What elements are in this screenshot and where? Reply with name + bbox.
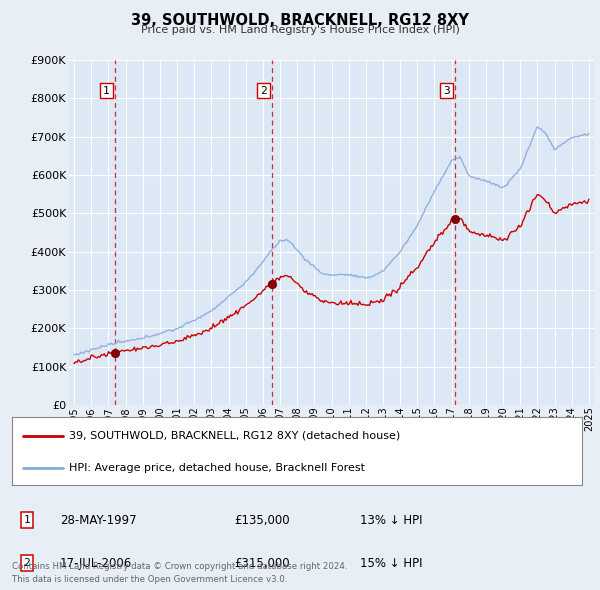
Text: 1: 1 [103,86,110,96]
Text: £135,000: £135,000 [234,513,290,526]
Text: 15% ↓ HPI: 15% ↓ HPI [360,556,422,569]
Text: HPI: Average price, detached house, Bracknell Forest: HPI: Average price, detached house, Brac… [69,463,365,473]
Text: 3: 3 [443,86,450,96]
Text: 2: 2 [260,86,267,96]
Text: 17-JUL-2006: 17-JUL-2006 [60,556,132,569]
Text: Contains HM Land Registry data © Crown copyright and database right 2024.: Contains HM Land Registry data © Crown c… [12,562,347,571]
Text: 13% ↓ HPI: 13% ↓ HPI [360,513,422,526]
Text: This data is licensed under the Open Government Licence v3.0.: This data is licensed under the Open Gov… [12,575,287,584]
Text: 39, SOUTHWOLD, BRACKNELL, RG12 8XY: 39, SOUTHWOLD, BRACKNELL, RG12 8XY [131,13,469,28]
Text: 39, SOUTHWOLD, BRACKNELL, RG12 8XY (detached house): 39, SOUTHWOLD, BRACKNELL, RG12 8XY (deta… [69,431,400,441]
Text: 28-MAY-1997: 28-MAY-1997 [60,513,137,526]
Text: £315,000: £315,000 [234,556,290,569]
Text: Price paid vs. HM Land Registry's House Price Index (HPI): Price paid vs. HM Land Registry's House … [140,25,460,35]
Text: 2: 2 [23,558,31,568]
Text: 1: 1 [23,515,31,525]
